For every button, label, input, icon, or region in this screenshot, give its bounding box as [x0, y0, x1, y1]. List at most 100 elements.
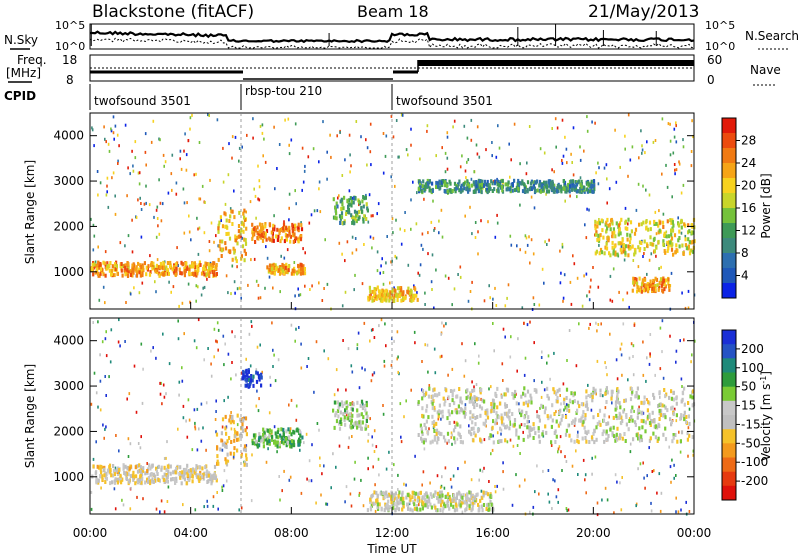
range-cell: [648, 438, 651, 443]
range-cell: [241, 371, 243, 375]
range-cell: [105, 330, 107, 334]
colorbar-swatch: [722, 133, 736, 149]
range-cell: [258, 397, 260, 401]
range-cell: [451, 303, 453, 307]
range-cell: [433, 405, 436, 410]
range-cell: [253, 232, 256, 237]
range-cell: [249, 375, 252, 380]
range-cell: [461, 495, 464, 500]
range-cell: [142, 265, 145, 270]
range-cell: [190, 238, 192, 242]
range-cell: [351, 413, 354, 418]
range-cell: [337, 388, 339, 392]
range-cell: [259, 343, 261, 347]
range-cell: [687, 230, 690, 235]
range-cell: [504, 182, 507, 187]
range-cell: [572, 254, 574, 258]
range-cell: [113, 472, 116, 477]
range-cell: [242, 229, 245, 234]
range-cell: [680, 191, 683, 195]
range-cell: [316, 209, 319, 213]
range-cell: [433, 387, 436, 392]
range-cell: [481, 398, 484, 403]
range-cell: [595, 171, 597, 175]
range-cell: [96, 271, 100, 276]
range-cell: [227, 352, 230, 356]
range-cell: [342, 412, 345, 417]
range-cell: [349, 170, 351, 174]
range-cell: [640, 400, 643, 405]
range-cell: [547, 416, 550, 421]
range-cell: [166, 261, 169, 265]
range-cell: [287, 268, 290, 273]
range-cell: [673, 135, 676, 139]
range-cell: [355, 213, 358, 218]
range-cell: [436, 496, 439, 501]
range-cell: [465, 186, 468, 191]
range-cell: [235, 235, 238, 240]
range-cell: [559, 408, 562, 413]
range-cell: [584, 473, 587, 477]
range-cell: [635, 391, 638, 395]
range-cell: [500, 178, 503, 183]
range-cell: [658, 411, 661, 416]
range-cell: [240, 434, 243, 439]
range-cell: [361, 282, 364, 286]
range-cell: [369, 417, 371, 421]
nsky-label: N.Sky: [4, 33, 38, 47]
range-cell: [549, 185, 552, 190]
range-cell: [184, 269, 187, 274]
range-cell: [215, 263, 218, 267]
range-cell: [291, 439, 294, 444]
range-cell: [258, 222, 262, 227]
range-cell: [442, 179, 445, 184]
range-cell: [352, 200, 355, 205]
range-cell: [512, 444, 515, 448]
range-cell: [428, 384, 431, 387]
range-cell: [474, 416, 477, 420]
range-cell: [326, 150, 328, 154]
range-cell: [365, 411, 368, 416]
range-cell: [197, 263, 200, 268]
range-cell: [183, 231, 186, 235]
range-cell: [374, 483, 376, 487]
range-cell: [369, 289, 372, 294]
range-cell: [468, 490, 471, 495]
range-cell: [363, 321, 366, 325]
range-cell: [98, 465, 101, 470]
range-cell: [179, 475, 182, 480]
colorbar-swatch: [722, 443, 736, 458]
range-cell: [335, 465, 337, 469]
range-cell: [453, 420, 456, 424]
range-cell: [444, 180, 447, 185]
range-cell: [450, 435, 453, 439]
range-cell: [413, 284, 415, 288]
range-cell: [579, 158, 582, 162]
range-cell: [433, 306, 435, 310]
range-cell: [353, 216, 356, 221]
range-cell: [271, 434, 274, 439]
range-cell: [480, 190, 483, 195]
range-cell: [661, 350, 663, 354]
range-cell: [169, 264, 172, 269]
range-cell: [112, 171, 115, 175]
range-cell: [455, 496, 458, 500]
range-cell: [247, 283, 249, 287]
range-cell: [332, 452, 334, 456]
range-cell: [264, 437, 268, 442]
range-cell: [245, 378, 248, 383]
range-cell: [126, 194, 128, 198]
range-cell: [373, 490, 376, 495]
range-cell: [160, 219, 163, 223]
range-cell: [657, 436, 660, 441]
range-cell: [286, 436, 289, 441]
range-cell: [594, 219, 597, 224]
range-cell: [92, 248, 95, 252]
range-cell: [648, 412, 651, 417]
range-cell: [292, 429, 295, 434]
range-cell: [224, 342, 226, 346]
range-cell: [130, 486, 132, 490]
range-cell: [169, 464, 172, 469]
range-cell: [529, 261, 531, 265]
